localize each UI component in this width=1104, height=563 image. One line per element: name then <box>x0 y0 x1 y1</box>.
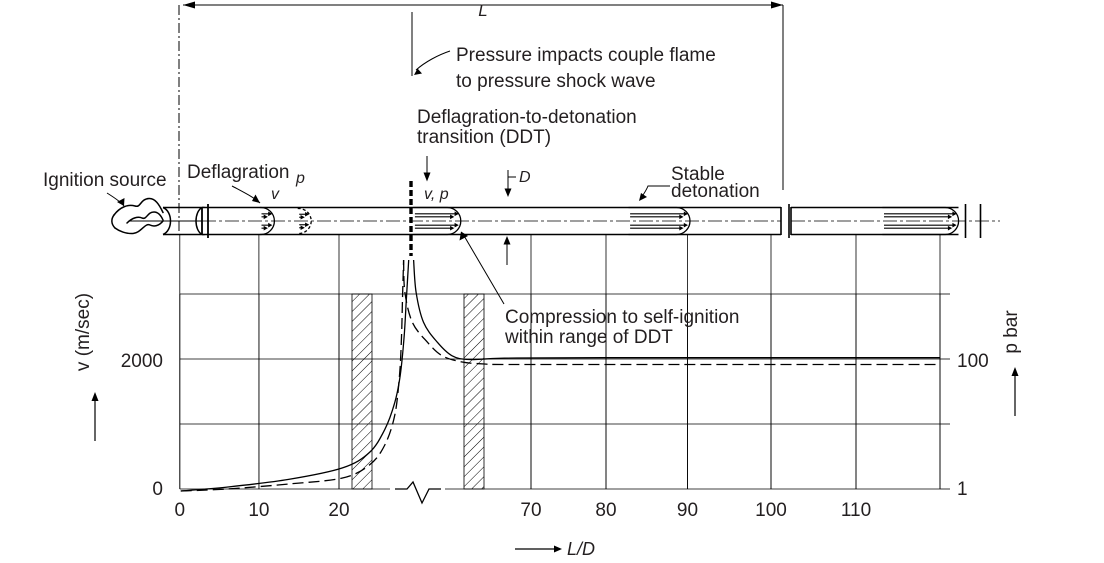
svg-text:20: 20 <box>328 500 349 521</box>
svg-text:p bar: p bar <box>1001 310 1022 354</box>
svg-text:detonation: detonation <box>671 181 760 202</box>
svg-text:90: 90 <box>677 500 698 521</box>
svg-text:within range of DDT: within range of DDT <box>504 327 673 348</box>
svg-text:D: D <box>519 169 531 186</box>
svg-text:10: 10 <box>248 500 269 521</box>
svg-text:70: 70 <box>520 500 541 521</box>
svg-text:p: p <box>295 170 305 187</box>
svg-text:v: v <box>271 186 280 203</box>
svg-text:Deflagration: Deflagration <box>187 162 289 183</box>
svg-text:100: 100 <box>957 351 989 372</box>
svg-text:transition (DDT): transition (DDT) <box>417 127 551 148</box>
svg-text:0: 0 <box>152 479 163 500</box>
svg-text:Pressure impacts couple flame: Pressure impacts couple flame <box>456 45 716 66</box>
svg-text:to pressure shock wave: to pressure shock wave <box>456 71 656 92</box>
svg-text:80: 80 <box>595 500 616 521</box>
svg-text:100: 100 <box>755 500 787 521</box>
svg-text:L: L <box>478 1 487 20</box>
svg-text:Ignition source: Ignition source <box>43 170 167 191</box>
svg-text:0: 0 <box>175 500 186 521</box>
svg-text:110: 110 <box>841 500 871 521</box>
svg-text:2000: 2000 <box>121 351 163 372</box>
svg-text:v (m/sec): v (m/sec) <box>73 293 94 371</box>
svg-text:Deflagration-to-detonation: Deflagration-to-detonation <box>417 107 637 128</box>
svg-text:Compression to self-ignition: Compression to self-ignition <box>505 307 739 328</box>
svg-text:L/D: L/D <box>567 539 595 559</box>
svg-text:1: 1 <box>957 479 968 500</box>
svg-text:v, p: v, p <box>424 186 449 203</box>
